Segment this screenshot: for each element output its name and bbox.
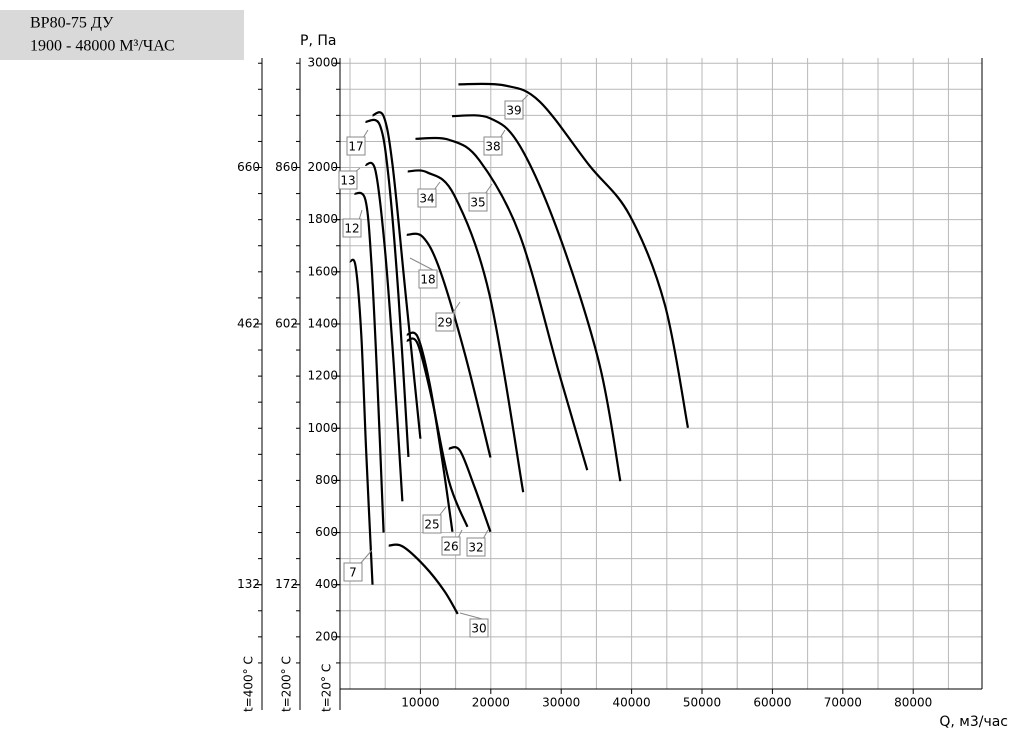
legend-label: 29 [437, 316, 452, 330]
label-box [469, 618, 489, 638]
label-box [441, 536, 461, 556]
label-box [468, 192, 488, 212]
label-box [422, 514, 442, 534]
axis-caption: t=400° C [242, 656, 256, 712]
curve [388, 543, 459, 615]
axis-caption: t=200° C [280, 656, 294, 712]
x-tick-label: 50000 [683, 696, 721, 710]
x-axis-label: Q, м3/час [939, 714, 1008, 730]
curve [406, 232, 492, 458]
legend-label: 34 [419, 192, 434, 206]
y-tick-label: 660 [237, 160, 260, 174]
chart-title: ВР80-75 ДУ [30, 15, 114, 32]
label-box [417, 188, 437, 208]
y-tick-label: 1800 [307, 212, 338, 226]
leader-line [409, 257, 436, 272]
label-box [338, 170, 358, 190]
legend-label: 35 [470, 196, 485, 210]
y-tick-label: 172 [275, 577, 298, 591]
y-tick-label: 602 [275, 316, 298, 330]
leader-line [484, 183, 493, 195]
curve [348, 258, 374, 585]
label-box [418, 269, 438, 289]
curve [407, 169, 525, 493]
curve [415, 136, 589, 471]
legend-label: 17 [348, 140, 363, 154]
label-box [466, 537, 486, 557]
label-box [342, 218, 362, 238]
x-tick-label: 30000 [542, 696, 580, 710]
axis-caption: t=20° C [320, 664, 334, 712]
title-box [0, 10, 244, 60]
x-tick-label: 60000 [753, 696, 791, 710]
leader-line [451, 301, 461, 315]
curve [452, 114, 622, 482]
y-tick-label: 2000 [307, 160, 338, 174]
y-tick-label: 860 [275, 160, 298, 174]
y-tick-label: 600 [315, 525, 338, 539]
legend-label: 30 [471, 622, 486, 636]
y-tick-label: 1600 [307, 264, 338, 278]
curve [458, 82, 690, 428]
leader-line [358, 209, 363, 221]
x-tick-label: 80000 [894, 696, 932, 710]
x-tick-label: 10000 [401, 696, 439, 710]
y-tick-label: 3000 [307, 56, 338, 70]
legend-label: 26 [443, 540, 458, 554]
legend-label: 18 [420, 273, 435, 287]
legend-label: 39 [506, 104, 521, 118]
y-tick-label: 1400 [307, 316, 338, 330]
curve [448, 445, 492, 533]
curve [353, 191, 385, 533]
y-tick-label: 800 [315, 473, 338, 487]
y-tick-label: 1200 [307, 369, 338, 383]
y-tick-label: 400 [315, 577, 338, 591]
x-tick-label: 20000 [472, 696, 510, 710]
y-tick-label: 132 [237, 577, 260, 591]
legend-label: 25 [424, 518, 439, 532]
y-tick-label: 200 [315, 629, 338, 643]
label-box [343, 562, 363, 582]
curve [364, 161, 404, 502]
y-tick-label: 1000 [307, 421, 338, 435]
legend-label: 38 [485, 140, 500, 154]
curve [406, 331, 454, 532]
leader-line [359, 549, 373, 565]
label-box [483, 136, 503, 156]
y-tick-label: 462 [237, 316, 260, 330]
legend-label: 32 [468, 541, 483, 555]
x-tick-label: 70000 [824, 696, 862, 710]
curve [372, 111, 422, 439]
label-box [346, 136, 366, 156]
curve [406, 337, 469, 528]
chart-subtitle: 1900 - 48000 М³/ЧАС [30, 38, 175, 55]
label-box [504, 100, 524, 120]
legend-label: 12 [344, 222, 359, 236]
curve [365, 118, 410, 458]
legend-label: 7 [349, 566, 357, 580]
y-axis-label: P, Па [300, 33, 336, 49]
label-box [435, 312, 455, 332]
x-tick-label: 40000 [613, 696, 651, 710]
legend-label: 13 [340, 174, 355, 188]
